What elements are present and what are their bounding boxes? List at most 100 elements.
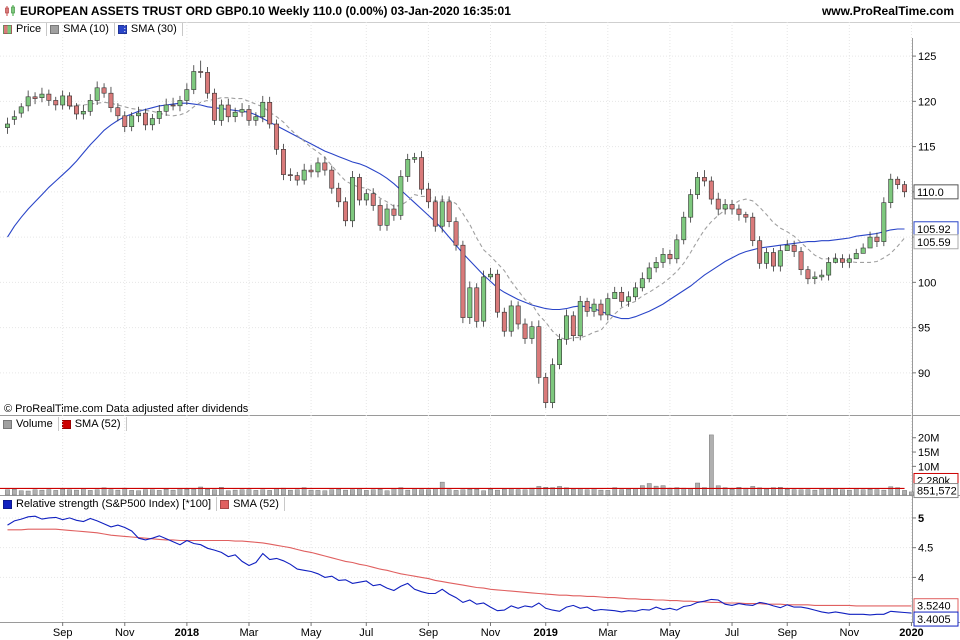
legend-item-volume-sma[interactable]: SMA (52) — [59, 417, 127, 431]
candle — [294, 171, 300, 186]
candle-body — [467, 287, 473, 318]
candle — [115, 103, 121, 122]
price-tick-label: 95 — [918, 323, 930, 335]
price-legend: Price SMA (10) SMA (30) — [0, 21, 183, 37]
legend-item-sma10[interactable]: SMA (10) — [47, 22, 115, 36]
legend-item-rs[interactable]: Relative strength (S&P500 Index) [*100] — [0, 497, 218, 511]
rs-tick-label: 4.5 — [918, 543, 933, 555]
candle — [198, 60, 204, 78]
candle — [170, 97, 176, 111]
volume-bar — [619, 489, 625, 496]
volume-bar — [18, 490, 24, 496]
candle — [74, 103, 79, 120]
candle — [577, 295, 583, 341]
volume-bar — [515, 489, 521, 496]
candle — [501, 307, 507, 337]
volume-bar — [94, 489, 100, 496]
candle-body — [115, 107, 121, 117]
candle-body — [612, 291, 618, 299]
last-price-label: 110.0 — [913, 184, 959, 200]
candle-body — [888, 178, 894, 203]
volume-bar — [412, 488, 418, 496]
candle — [177, 95, 183, 112]
volume-bar — [874, 489, 880, 496]
candle — [453, 217, 459, 251]
candle — [301, 163, 307, 185]
candle-body — [356, 177, 362, 201]
candle — [274, 119, 279, 155]
volume-bar — [274, 488, 279, 496]
candle — [405, 153, 411, 182]
candle — [888, 173, 894, 209]
sma30-value-label: 105.92 — [913, 221, 959, 237]
candle-body — [770, 252, 776, 267]
volume-bar — [729, 489, 735, 496]
volume-bar — [343, 489, 348, 496]
candle-body — [177, 100, 183, 107]
legend-label: SMA (52) — [233, 498, 279, 510]
candle — [736, 204, 742, 221]
rs-last-label-text: 3.4005 — [917, 614, 951, 626]
candle-body — [867, 236, 873, 249]
candle — [777, 245, 783, 272]
sma10-value-label: 105.59 — [913, 234, 959, 250]
candle-body — [349, 177, 355, 222]
legend-item-price[interactable]: Price — [0, 22, 48, 36]
candle-body — [308, 169, 314, 173]
candle-body — [163, 104, 169, 112]
candle — [563, 309, 569, 345]
volume-bar — [757, 487, 763, 496]
volume-bar — [46, 489, 52, 496]
candle-body — [667, 254, 673, 260]
rs-last-label: 3.4005 — [913, 611, 959, 627]
candle — [722, 199, 728, 215]
volume-bar — [184, 489, 190, 496]
candle — [819, 269, 825, 281]
volume-bar — [860, 489, 866, 496]
time-tick-label: Sep — [419, 627, 439, 639]
candle-body — [846, 258, 852, 263]
candle-body — [895, 178, 901, 185]
candle-body — [605, 298, 611, 316]
candle — [632, 282, 638, 301]
candle — [60, 90, 66, 110]
site-link[interactable]: www.ProRealTime.com — [821, 4, 954, 18]
volume-bar — [674, 487, 680, 496]
volume-last-label: 851,572 — [913, 483, 959, 499]
volume-bar — [784, 489, 790, 496]
candle-body — [777, 250, 783, 267]
volume-bar — [246, 489, 252, 496]
candle — [488, 267, 493, 280]
candle — [239, 103, 245, 117]
candle-body — [750, 216, 756, 241]
candle-body — [639, 278, 645, 289]
volume-bar — [315, 490, 321, 496]
legend-label: Relative strength (S&P500 Index) [*100] — [16, 498, 212, 510]
volume-bar — [32, 489, 38, 496]
candle-body — [529, 326, 535, 339]
candle-body — [757, 240, 763, 264]
candle — [619, 286, 625, 307]
candle — [833, 253, 839, 264]
candle-body — [205, 72, 210, 94]
sma30-value-label-text: 105.92 — [917, 224, 951, 236]
candle-body — [646, 267, 652, 280]
candle — [543, 372, 549, 409]
legend-item-sma30[interactable]: SMA (30) — [115, 22, 183, 36]
candle-body — [550, 364, 556, 404]
candle — [191, 65, 197, 95]
legend-item-rs-sma[interactable]: SMA (52) — [217, 497, 285, 511]
price-tick-label: 125 — [918, 51, 936, 63]
candle — [419, 151, 424, 195]
rs-sma-swatch — [220, 499, 230, 509]
volume-bar — [87, 490, 93, 496]
legend-label: Price — [16, 23, 42, 35]
candle-body — [743, 214, 749, 218]
candle-body — [425, 188, 431, 203]
candle-body — [494, 273, 500, 313]
candle-body — [501, 311, 507, 332]
candle — [363, 189, 369, 206]
legend-item-volume[interactable]: Volume — [0, 417, 59, 431]
volume-bar — [467, 489, 473, 496]
